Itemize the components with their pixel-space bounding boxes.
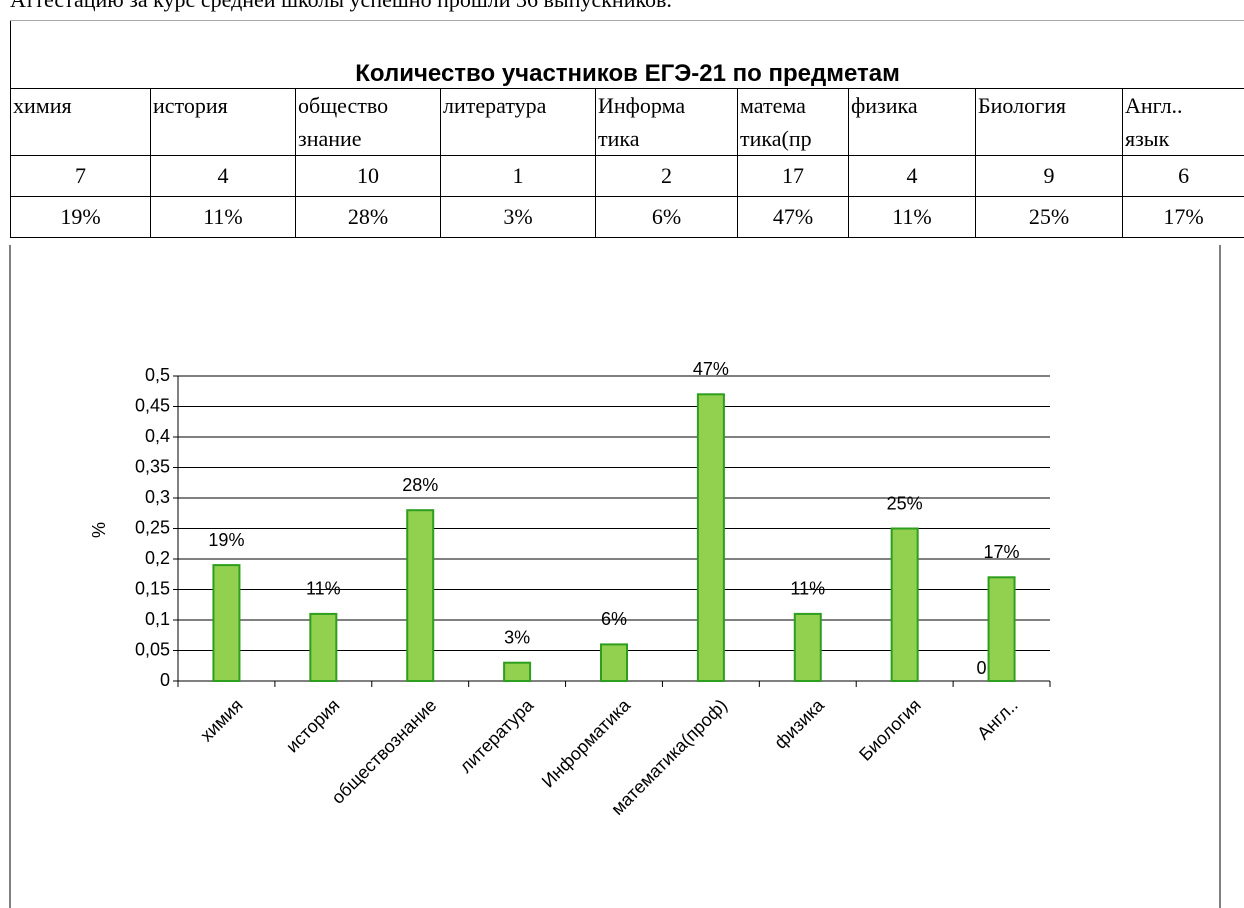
y-tick-label: 0,15 — [135, 578, 170, 598]
data-label: 11% — [790, 579, 825, 599]
percent-cell: 19% — [10, 196, 151, 238]
x-tick-label: Информатика — [538, 694, 635, 791]
header-cell: Англ.. язык — [1121, 88, 1244, 156]
y-axis-label: % — [89, 522, 109, 538]
intro-text: Аттестацию за курс средней школы успешно… — [10, 0, 672, 13]
x-tick-label: химия — [196, 695, 246, 745]
y-tick-label: 0,4 — [145, 426, 170, 446]
percent-cell: 3% — [440, 196, 596, 238]
y-tick-label: 0,5 — [145, 365, 170, 385]
bar — [406, 509, 435, 683]
count-cell: 4 — [848, 155, 976, 197]
chart: % 0 0,05 0,1 0,15 0,2 0,25 0,3 0,35 0,4 0,45 0,5 хи… — [9, 245, 1221, 908]
count-cell: 1 — [440, 155, 596, 197]
table: Количество участников ЕГЭ-21 по предмета… — [9, 20, 1244, 238]
count-cell: 17 — [737, 155, 849, 197]
data-label: 6% — [601, 609, 627, 629]
header-cell: общество знание — [295, 88, 441, 156]
bar — [503, 661, 532, 683]
y-tick-label: 0,05 — [135, 639, 170, 659]
data-label: 47% — [693, 359, 729, 379]
y-tick-label: 0 — [160, 670, 170, 690]
bar — [600, 643, 628, 682]
header-cell: химия — [10, 88, 151, 156]
data-label: 25% — [887, 493, 923, 513]
percent-cell: 47% — [737, 196, 849, 238]
y-tick-label: 0,2 — [145, 548, 170, 568]
data-label: 3% — [504, 627, 530, 647]
y-tick-label: 0,3 — [145, 487, 170, 507]
x-tick-label: Биология — [855, 695, 925, 765]
data-label: 19% — [208, 530, 244, 550]
y-tick-label: 0,1 — [145, 609, 170, 629]
x-tick-label: история — [282, 695, 343, 756]
header-cell: Информа тика — [595, 88, 738, 156]
count-cell: 7 — [10, 155, 151, 197]
percent-cell: 11% — [150, 196, 296, 238]
y-tick-label: 0,45 — [135, 395, 170, 415]
x-tick-label: физика — [770, 694, 828, 752]
bar — [793, 612, 822, 682]
percent-cell: 28% — [295, 196, 441, 238]
data-label: 28% — [402, 475, 438, 495]
bar — [309, 612, 338, 682]
bar — [890, 527, 919, 682]
x-tick-label: Англ.. — [973, 695, 1022, 744]
header-cell: Биология — [975, 88, 1123, 156]
percent-cell: 11% — [848, 196, 976, 238]
data-label: 11% — [306, 579, 341, 599]
bar — [212, 564, 241, 683]
header-cell: матема тика(пр — [737, 88, 849, 156]
count-cell: 6 — [1121, 155, 1244, 197]
percent-cell: 17% — [1121, 196, 1244, 238]
bar — [987, 576, 1016, 682]
count-cell: 4 — [150, 155, 296, 197]
table-title: Количество участников ЕГЭ-21 по предмета… — [9, 20, 1244, 89]
percent-cell: 25% — [975, 196, 1123, 238]
count-cell: 2 — [595, 155, 738, 197]
x-tick-label: литература — [456, 694, 538, 776]
header-cell: физика — [848, 88, 976, 156]
header-cell: литература — [440, 88, 596, 156]
bar — [696, 393, 725, 683]
x-tick-label: обществознание — [328, 695, 441, 808]
percent-cell: 6% — [595, 196, 738, 238]
data-label: 17% — [984, 542, 1020, 562]
header-cell: история — [150, 88, 296, 156]
count-cell: 9 — [975, 155, 1123, 197]
count-cell: 10 — [295, 155, 441, 197]
y-tick-label: 0,25 — [135, 517, 170, 537]
annotation: 0 — [977, 658, 987, 678]
y-tick-label: 0,35 — [135, 456, 170, 476]
